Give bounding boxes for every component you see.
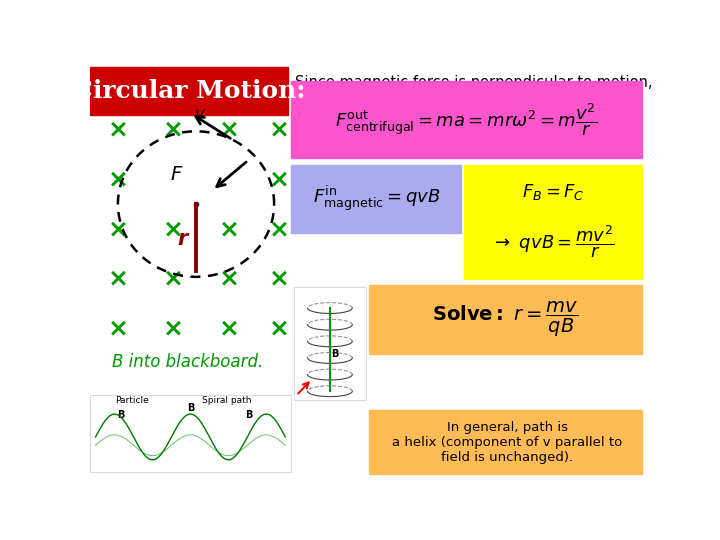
FancyBboxPatch shape — [90, 67, 288, 114]
Text: ×: × — [163, 217, 184, 241]
Text: ×: × — [269, 217, 290, 241]
Text: ×: × — [107, 117, 128, 141]
Text: ×: × — [269, 117, 290, 141]
FancyBboxPatch shape — [90, 395, 291, 472]
Text: ×: × — [163, 117, 184, 141]
Text: ×: × — [107, 267, 128, 291]
FancyBboxPatch shape — [464, 165, 642, 279]
Text: r: r — [177, 229, 187, 249]
Text: $\rightarrow \ qvB = \dfrac{mv^2}{r}$: $\rightarrow \ qvB = \dfrac{mv^2}{r}$ — [491, 223, 615, 260]
FancyBboxPatch shape — [291, 165, 461, 233]
Text: Since magnetic force is perpendicular to motion,: Since magnetic force is perpendicular to… — [295, 75, 653, 90]
Text: ×: × — [219, 117, 240, 141]
Text: F: F — [171, 165, 182, 185]
FancyBboxPatch shape — [369, 410, 642, 474]
Text: B: B — [186, 403, 194, 413]
Text: Circular Motion:: Circular Motion: — [73, 79, 305, 103]
Text: ×: × — [107, 317, 128, 341]
Text: ×: × — [269, 317, 290, 341]
Text: ×: × — [163, 317, 184, 341]
FancyBboxPatch shape — [294, 287, 366, 400]
FancyBboxPatch shape — [369, 285, 642, 354]
Text: Spiral path: Spiral path — [202, 396, 251, 405]
Text: $F_B = F_C$: $F_B = F_C$ — [522, 181, 585, 201]
Text: V: V — [195, 109, 204, 123]
Text: the movement of charges is: the movement of charges is — [295, 91, 506, 105]
Text: B: B — [331, 349, 338, 359]
Text: $F^{\rm in}_{\rm magnetic} = qvB$: $F^{\rm in}_{\rm magnetic} = qvB$ — [312, 184, 440, 213]
Text: ×: × — [107, 217, 128, 241]
Text: B: B — [246, 410, 253, 420]
Text: B: B — [117, 410, 125, 420]
Text: $F^{\rm out}_{\rm centrifugal} = ma = mr\omega^2 = m\dfrac{v^2}{r}$: $F^{\rm out}_{\rm centrifugal} = ma = mr… — [336, 102, 598, 138]
Text: circular.: circular. — [493, 91, 559, 105]
Text: ×: × — [219, 217, 240, 241]
Text: ×: × — [219, 267, 240, 291]
Text: B into blackboard.: B into blackboard. — [112, 353, 264, 371]
Text: Particle: Particle — [115, 396, 149, 405]
Text: ×: × — [269, 267, 290, 291]
Text: ×: × — [163, 267, 184, 291]
Text: ×: × — [269, 167, 290, 191]
Text: ×: × — [107, 167, 128, 191]
FancyBboxPatch shape — [291, 82, 642, 158]
Text: In general, path is
a helix (component of v parallel to
field is unchanged).: In general, path is a helix (component o… — [392, 421, 623, 464]
Text: $\mathbf{Solve:} \ r = \dfrac{mv}{qB}$: $\mathbf{Solve:} \ r = \dfrac{mv}{qB}$ — [433, 300, 579, 339]
Text: ×: × — [219, 317, 240, 341]
